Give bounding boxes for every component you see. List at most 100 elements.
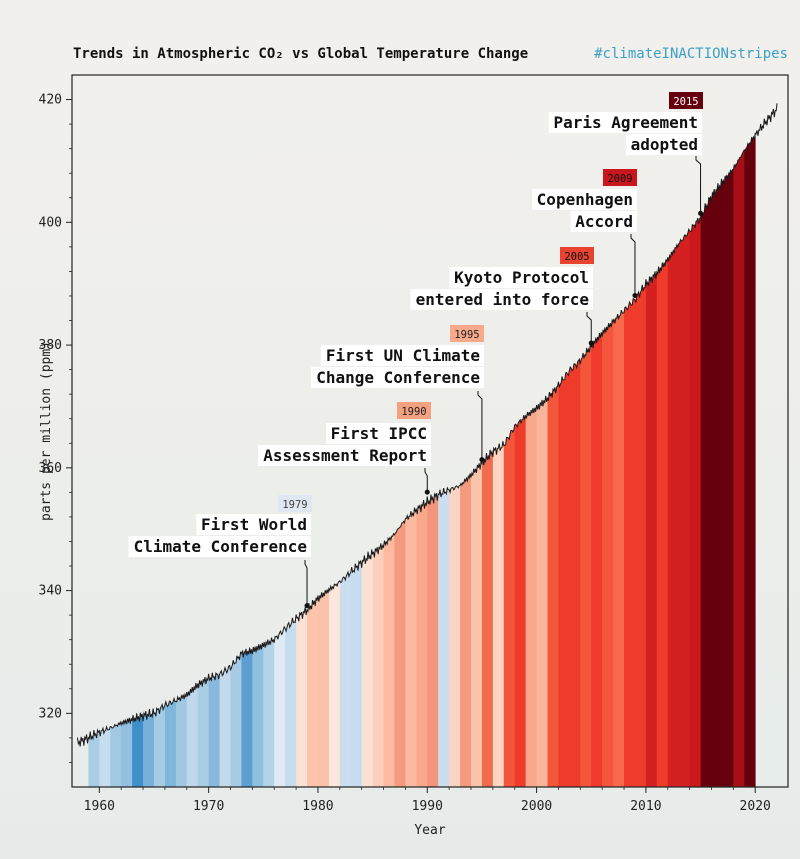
stripe-2008 bbox=[624, 103, 636, 787]
annotation-line1: First UN Climate bbox=[326, 346, 480, 365]
stripe-1998 bbox=[514, 103, 527, 787]
stripe-2006 bbox=[602, 103, 614, 787]
stripe-1970 bbox=[208, 103, 220, 787]
annotation-year-badge bbox=[397, 402, 431, 419]
stripe-2000 bbox=[536, 103, 548, 787]
annotation-year: 1979 bbox=[282, 499, 307, 511]
annotation-bg bbox=[258, 445, 431, 466]
annotation-year: 2009 bbox=[607, 173, 632, 185]
plot-frame bbox=[71, 74, 789, 788]
stripe-1965 bbox=[153, 103, 166, 787]
stripe-1968 bbox=[186, 103, 199, 787]
stripe-2014 bbox=[689, 103, 701, 787]
stripe-2015 bbox=[700, 103, 712, 787]
y-axis-label: parts per million (ppm) bbox=[39, 341, 54, 521]
annotation-year: 2005 bbox=[564, 251, 589, 263]
annotation-year-badge bbox=[450, 325, 484, 342]
stripe-2009 bbox=[634, 103, 647, 787]
annotation-line2: Assessment Report bbox=[263, 446, 427, 465]
stripe-2018 bbox=[733, 103, 745, 787]
annotation-point bbox=[588, 340, 594, 346]
stripe-1971 bbox=[219, 103, 231, 787]
annotation-line1: First IPCC bbox=[331, 424, 427, 443]
annotation-point bbox=[479, 457, 485, 463]
stripe-2019 bbox=[744, 103, 756, 787]
stripe-1966 bbox=[164, 103, 177, 787]
annotation-line1: Paris Agreement bbox=[554, 113, 699, 132]
co2-series bbox=[76, 103, 778, 747]
annotation-bg bbox=[320, 345, 484, 366]
stripe-1976 bbox=[274, 103, 286, 787]
co2-line bbox=[76, 103, 778, 747]
annotation-year-badge bbox=[669, 92, 703, 109]
annotation-line2: adopted bbox=[631, 135, 698, 154]
stripe-1960 bbox=[99, 103, 111, 787]
stripe-1995 bbox=[481, 103, 494, 787]
stripe-1994 bbox=[470, 103, 483, 787]
annotation-bg bbox=[326, 423, 431, 444]
stripe-1973 bbox=[241, 103, 253, 787]
stripe-1999 bbox=[525, 103, 537, 787]
x-tick-label: 1960 bbox=[84, 799, 115, 814]
annotation-point bbox=[698, 210, 704, 216]
annotation-bg bbox=[410, 289, 593, 310]
annotation-bg bbox=[311, 367, 484, 388]
annotation-line2: entered into force bbox=[416, 290, 589, 309]
stripe-1962 bbox=[121, 103, 133, 787]
annotation-year-badge bbox=[603, 169, 637, 186]
stripe-2005 bbox=[591, 103, 603, 787]
annotation-bg bbox=[570, 211, 637, 232]
stripe-1979 bbox=[307, 103, 319, 787]
y-tick-label: 360 bbox=[39, 461, 62, 476]
annotation-bg bbox=[128, 536, 311, 557]
x-tick-label: 1970 bbox=[193, 799, 224, 814]
annotation-year: 2015 bbox=[673, 96, 698, 108]
stripe-2017 bbox=[722, 103, 734, 787]
annotation-2005: Kyoto Protocol entered into force 2005 bbox=[410, 247, 594, 346]
stripe-1974 bbox=[252, 103, 264, 787]
annotation-year: 1995 bbox=[454, 329, 479, 341]
annotation-point bbox=[632, 293, 638, 299]
annotation-2015: Paris Agreement adopted 2015 bbox=[548, 92, 704, 216]
annotation-line2: Climate Conference bbox=[134, 537, 307, 556]
annotation-1995: First UN Climate Change Conference 1995 bbox=[311, 325, 485, 463]
annotation-leader bbox=[477, 391, 483, 459]
stripe-1992 bbox=[449, 103, 461, 787]
stripe-1996 bbox=[492, 103, 505, 787]
stripe-1967 bbox=[175, 103, 188, 787]
annotation-2009: Copenhagen Accord 2009 bbox=[532, 169, 638, 299]
annotation-year-badge bbox=[278, 495, 312, 512]
annotation-line1: Kyoto Protocol bbox=[454, 268, 589, 287]
annotation-line1: First World bbox=[201, 515, 307, 534]
annotation-leader bbox=[424, 468, 428, 492]
annotation-point bbox=[304, 603, 310, 609]
y-tick-label: 400 bbox=[39, 215, 62, 230]
annotation-leader bbox=[586, 312, 592, 343]
annotation-bg bbox=[196, 514, 311, 535]
stripe-2004 bbox=[580, 103, 592, 787]
y-tick-label: 340 bbox=[39, 584, 62, 599]
x-tick-label: 1980 bbox=[302, 799, 333, 814]
stripe-2013 bbox=[678, 103, 691, 787]
stripe-1991 bbox=[438, 103, 450, 787]
annotation-bg bbox=[449, 267, 593, 288]
stripe-2007 bbox=[613, 103, 625, 787]
annotation-leader bbox=[304, 560, 308, 605]
stripe-1959 bbox=[88, 103, 100, 787]
annotation-bg bbox=[548, 112, 702, 133]
y-tick-label: 380 bbox=[39, 338, 62, 353]
stripe-2010 bbox=[645, 103, 658, 787]
annotation-leader bbox=[630, 234, 636, 295]
annotation-year: 1990 bbox=[401, 406, 426, 418]
x-tick-label: 2010 bbox=[630, 799, 661, 814]
annotation-line1: Copenhagen bbox=[537, 190, 633, 209]
stripe-1977 bbox=[285, 103, 297, 787]
annotation-1979: First World Climate Conference 1979 bbox=[128, 495, 312, 609]
stripe-2002 bbox=[558, 103, 570, 787]
axes: 1960 1970 1980 1990 2000 2010 2020 320 340 360 380… bbox=[39, 74, 789, 838]
y-tick-label: 420 bbox=[39, 93, 62, 108]
stripe-1963 bbox=[132, 103, 144, 787]
stripe-2016 bbox=[711, 103, 723, 787]
stripe-1972 bbox=[230, 103, 242, 787]
stripe-1993 bbox=[460, 103, 472, 787]
